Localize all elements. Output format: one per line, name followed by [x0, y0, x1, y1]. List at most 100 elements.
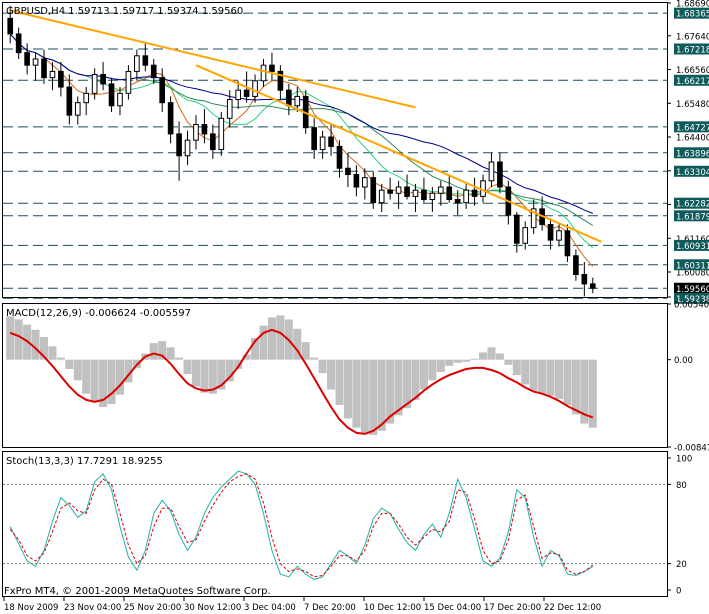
- macd-histogram-bar: [512, 359, 521, 376]
- macd-histogram-bar: [504, 359, 513, 365]
- level-label-box: [674, 259, 709, 271]
- time-axis-label: 10 Dec 12:00: [364, 603, 421, 613]
- macd-panel-frame: [2, 303, 668, 448]
- level-label: 1.60931: [676, 242, 709, 252]
- level-label: 1.67218: [676, 45, 709, 55]
- macd-histogram-bar: [301, 342, 310, 360]
- macd-histogram-bar: [386, 359, 395, 424]
- macd-plot: [6, 315, 597, 435]
- macd-histogram-bar: [65, 359, 74, 369]
- candle-body: [446, 186, 453, 201]
- level-label-box: [674, 282, 709, 294]
- main-plot: [3, 5, 667, 299]
- stoch-axis-label: 20: [676, 560, 687, 570]
- candle-body: [260, 64, 267, 82]
- price-axis-label: 1.64400: [676, 134, 709, 144]
- candle-body: [150, 64, 157, 79]
- macd-axis-label: -0.00847: [674, 444, 709, 454]
- candle-body: [91, 74, 98, 94]
- macd-histogram-bar: [191, 359, 200, 387]
- candle-body: [522, 227, 529, 244]
- macd-histogram-bar: [259, 325, 268, 360]
- macd-histogram-bar: [352, 359, 361, 428]
- candle-body: [378, 189, 385, 204]
- candle-body: [336, 145, 343, 169]
- macd-histogram-bar: [267, 317, 276, 360]
- level-label: 1.64727: [676, 123, 709, 133]
- stoch-panel-frame: [2, 451, 668, 597]
- macd-histogram-bar: [419, 359, 428, 390]
- stoch-axis-label: 100: [676, 455, 692, 465]
- level-label-box: [674, 147, 709, 159]
- candle-body: [167, 102, 174, 135]
- candle-body: [252, 80, 258, 97]
- macd-histogram-bar: [107, 359, 116, 405]
- level-label-box: [674, 239, 709, 251]
- candle-body: [184, 139, 191, 157]
- candle-body: [547, 224, 554, 241]
- macd-histogram-bar: [14, 319, 23, 360]
- candle-body: [49, 70, 56, 79]
- candle-body: [74, 102, 81, 116]
- main-panel-frame: [2, 2, 668, 298]
- time-axis-label: 3 Dec 04:00: [244, 603, 296, 613]
- macd-histogram-bar: [369, 359, 378, 435]
- macd-histogram-bar: [428, 359, 437, 381]
- candle-body: [125, 70, 132, 94]
- macd-histogram-bar: [56, 357, 65, 360]
- level-label: 1.66217: [676, 77, 709, 87]
- candle-body: [286, 89, 292, 107]
- macd-histogram-bar: [217, 359, 226, 390]
- macd-histogram-bar: [318, 359, 327, 374]
- time-axis-label: 7 Dec 20:00: [304, 603, 356, 613]
- time-axis-label: 30 Nov 12:00: [184, 603, 241, 613]
- candle-body: [370, 177, 377, 204]
- candle-body: [319, 136, 326, 151]
- macd-histogram-bar: [82, 359, 91, 394]
- macd-histogram-bar: [487, 347, 496, 360]
- level-label: 1.59238: [676, 295, 709, 305]
- macd-histogram-bar: [571, 359, 580, 415]
- candle-body: [513, 214, 520, 244]
- main-title: GBPUSD,H4 1.59713 1.59717 1.59374 1.5956…: [6, 6, 243, 17]
- time-axis-label: 17 Dec 20:00: [484, 603, 541, 613]
- candle-body: [556, 230, 562, 241]
- time-axis-label: 15 Dec 04:00: [424, 603, 481, 613]
- macd-histogram-bar: [149, 343, 158, 360]
- level-label: 1.61879: [676, 212, 709, 222]
- candle-body: [117, 92, 123, 107]
- macd-histogram-bar: [479, 352, 488, 360]
- candle-body: [176, 133, 182, 157]
- macd-histogram-bar: [31, 329, 40, 360]
- candle-body: [243, 89, 250, 97]
- moving-average-line: [9, 33, 594, 267]
- macd-histogram-bar: [411, 359, 420, 400]
- candle-body: [193, 124, 199, 141]
- price-axis-label: 1.60080: [676, 269, 709, 279]
- copyright-text: FxPro MT4, © 2001-2009 MetaQuotes Softwa…: [4, 586, 271, 597]
- candle-body: [404, 186, 410, 197]
- stoch-axis-label: 0: [676, 587, 681, 597]
- candle-body: [573, 255, 579, 276]
- level-label: 1.60311: [676, 261, 709, 271]
- candle-body: [201, 124, 208, 135]
- candle-body: [488, 161, 495, 182]
- candle-body: [108, 83, 115, 107]
- moving-average-line: [9, 33, 594, 227]
- macd-histogram-bar: [225, 359, 234, 382]
- level-label-box: [674, 43, 709, 55]
- candle-body: [218, 117, 225, 151]
- axes: 1.68690 1.67640 1.66560 1.65480 1.64400 1.633…: [3, 0, 709, 613]
- candle-body: [83, 92, 90, 104]
- stoch-main-line: [9, 470, 594, 580]
- macd-histogram-bar: [462, 359, 471, 362]
- level-label-box: [674, 197, 709, 209]
- candle-body: [210, 133, 216, 151]
- level-label-box: [674, 7, 709, 19]
- macd-histogram-bar: [546, 359, 555, 396]
- moving-average-line: [9, 33, 593, 214]
- candle-body: [41, 58, 47, 79]
- macd-histogram-bar: [39, 336, 49, 360]
